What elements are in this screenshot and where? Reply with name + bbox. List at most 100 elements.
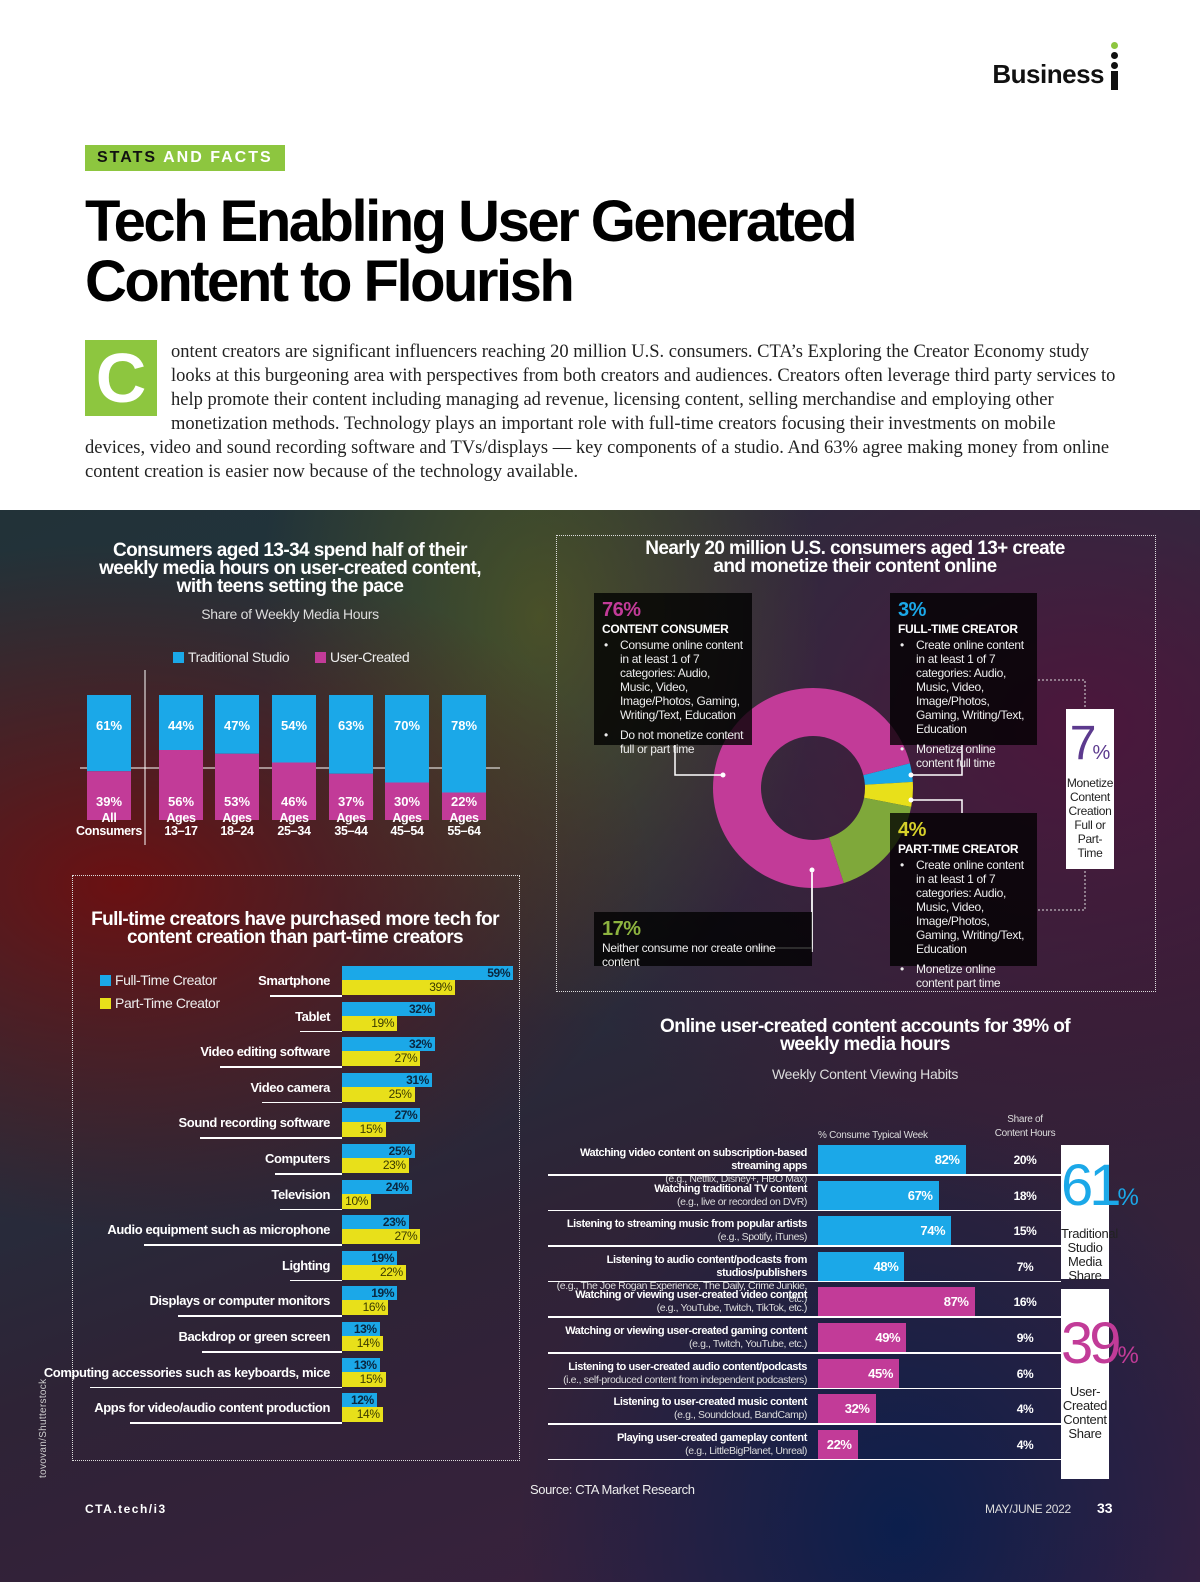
col-header-consume: % Consume Typical Week (818, 1130, 928, 1141)
category-label-line: 55–64 (447, 824, 481, 838)
legend-user-created: User-Created (315, 649, 410, 665)
bar-part-time: 27% (342, 1229, 421, 1245)
value-label-traditional: 47% (224, 718, 250, 733)
row-title: Watching traditional TV content (654, 1182, 807, 1195)
legend-part-time: Part-Time Creator (100, 995, 220, 1011)
card-text-line: Share (1068, 1268, 1102, 1283)
category-label-line: 18–24 (220, 824, 254, 838)
page-title: Tech Enabling User Generated Content to … (85, 192, 985, 312)
col-header-share: Share of Content Hours (994, 1114, 1056, 1139)
tech-category-label: Computers (264, 1151, 330, 1166)
card-text-line: Share (1068, 1426, 1102, 1441)
part-time-creator-box: 4% PART-TIME CREATOR Create online conte… (890, 813, 1037, 990)
consume-bar: 87% (818, 1287, 975, 1317)
tech-category-label: Backdrop or green screen (178, 1329, 330, 1344)
value-label-traditional: 61% (96, 718, 122, 733)
title-line-1: Tech Enabling User Generated (85, 189, 858, 254)
kicker-part-2: AND FACTS (163, 149, 273, 166)
neither-box: 17% Neither consume nor create online co… (594, 912, 812, 969)
row-underline (90, 1386, 342, 1389)
neither-pct: 17% (602, 918, 641, 940)
bar-full-time: 32% (342, 1037, 435, 1052)
consumer-pct: 76% (602, 599, 641, 621)
bar-part-time: 14% (342, 1407, 383, 1423)
viewing-row-label: Listening to user-created music content(… (545, 1396, 808, 1422)
consumer-heading: CONTENT CONSUMER (602, 622, 729, 636)
bar-traditional (159, 695, 203, 750)
tech-section-frame (72, 875, 520, 1461)
traditional-share-text: Traditional Studio Media Share (1061, 1227, 1118, 1283)
category-label-line: Ages (392, 811, 422, 825)
legend-full-time: Full-Time Creator (100, 972, 217, 988)
row-example: (e.g., live or recorded on DVR) (677, 1195, 807, 1208)
viewing-subtitle: Weekly Content Viewing Habits (771, 1066, 959, 1082)
bar-part-time: 22% (342, 1264, 406, 1280)
bar-traditional (329, 695, 373, 774)
bar-full-time: 19% (342, 1286, 398, 1301)
row-example: (e.g., Soundcloud, BandCamp) (674, 1409, 807, 1422)
bar-full-time: 19% (342, 1250, 398, 1265)
consume-bar: 22% (818, 1429, 858, 1459)
viewing-title: Online user-created content accounts for… (660, 1016, 1071, 1055)
row-underline (548, 1174, 1061, 1176)
row-example: (e.g., Twitch, YouTube, etc.) (689, 1338, 807, 1350)
consume-bar: 74% (818, 1216, 952, 1246)
bar-user-created (329, 773, 373, 820)
value-label-traditional: 70% (394, 718, 420, 733)
donut-slice (864, 781, 913, 807)
row-example: (e.g., Netflix, Disney+, HBO Max) (665, 1173, 807, 1185)
bar-part-time: 15% (342, 1122, 386, 1138)
legend-swatch-yellow (100, 998, 111, 1009)
viewing-row-label: Listening to user-created audio content/… (545, 1361, 807, 1387)
category-label-line: Consumers (75, 824, 143, 838)
row-title: Listening to user-created audio content/… (568, 1360, 807, 1373)
consumer-bullet: Do not monetize content full or part tim… (602, 728, 744, 756)
bar-part-time: 39% (342, 980, 456, 995)
leader-dot (908, 797, 914, 803)
bar-user-created (159, 750, 203, 820)
bar-user-created (442, 792, 486, 820)
chart1-title: Consumers aged 13-34 spend half of their… (99, 540, 481, 597)
row-example: (e.g., The Joe Rogan Experience, The Dai… (556, 1279, 808, 1305)
row-underline (548, 1316, 1061, 1318)
bar-full-time: 31% (342, 1072, 432, 1087)
category-label-line: Ages (222, 811, 252, 825)
row-underline (275, 1173, 342, 1175)
bar-user-created (272, 762, 316, 820)
bar-traditional (215, 695, 259, 754)
bar-traditional (442, 695, 486, 793)
bar-traditional (385, 695, 429, 783)
row-underline (262, 1101, 342, 1104)
photo-credit: tovovan/Shutterstock (38, 1378, 49, 1478)
category-label-line: Ages (166, 811, 196, 825)
kicker-part-1: STATS (97, 149, 158, 166)
value-label-user: 37% (338, 794, 364, 809)
monetize-callout-text: Monetize Content Creation Full or Part-Time (1066, 776, 1114, 860)
tech-category-label: Displays or computer monitors (149, 1293, 330, 1309)
value-label-user: 53% (224, 794, 250, 809)
category-label-line: Ages (336, 811, 366, 825)
traditional-share-pct: 61% (1061, 1153, 1139, 1218)
monetize-pct: 7% (1066, 720, 1114, 776)
card-text-line: Created (1062, 1398, 1108, 1413)
donut-section-frame (556, 535, 1156, 992)
value-label-traditional: 78% (451, 718, 477, 733)
value-label-traditional: 63% (338, 718, 364, 733)
bar-part-time: 14% (342, 1336, 383, 1351)
tech-category-label: Lighting (281, 1257, 330, 1273)
row-title: Watching or viewing user-created video c… (575, 1289, 807, 1302)
row-underline (178, 1315, 342, 1317)
bar-part-time: 16% (342, 1300, 389, 1316)
footer-site-link[interactable]: CTA.tech/i3 (85, 1502, 167, 1516)
row-underline (144, 1244, 342, 1246)
part-time-heading: PART-TIME CREATOR (898, 842, 1019, 856)
bar-full-time: 59% (342, 966, 514, 980)
consume-bar: 82% (818, 1145, 966, 1174)
row-underline (548, 1387, 1061, 1390)
category-label: Ages 45–54 (371, 812, 443, 838)
legend-swatch-blue (100, 975, 111, 986)
row-example: (e.g., YouTube, Twitch, TikTok, etc.) (656, 1302, 808, 1315)
legend-label: Full-Time Creator (115, 972, 217, 988)
monetize-text-line: Part-Time (1077, 832, 1103, 860)
row-underline (280, 1208, 342, 1211)
